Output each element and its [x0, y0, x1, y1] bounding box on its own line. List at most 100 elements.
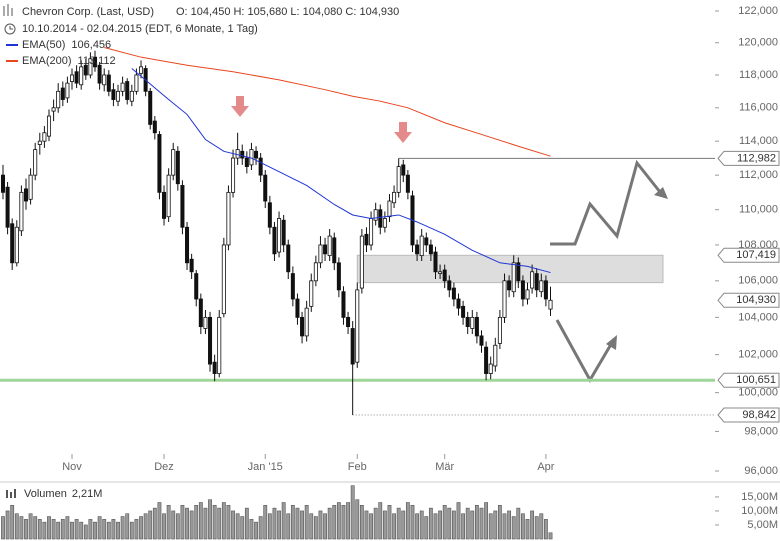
header-icon: [3, 4, 13, 16]
volume-bar: [373, 507, 378, 540]
candle-body: [539, 280, 544, 293]
level-label-box: [717, 292, 780, 308]
volume-bar: [405, 502, 410, 540]
x-tick-label: Jan '15: [248, 461, 283, 473]
candle-body: [19, 191, 24, 232]
candle-body: [369, 218, 374, 246]
volume-bar: [74, 519, 79, 540]
level-label-box: [717, 247, 780, 263]
volume-bar: [79, 521, 84, 540]
candle-body: [543, 280, 548, 300]
candle-body: [217, 316, 222, 374]
candle-body: [46, 115, 52, 137]
candle-body: [382, 218, 387, 228]
y-tick-label: 100,000: [738, 387, 778, 399]
candle-body: [364, 233, 369, 246]
legend-value: 106,456: [71, 39, 111, 51]
volume-bar: [42, 521, 47, 540]
candle-body: [203, 316, 208, 329]
volume-bar: [19, 516, 24, 540]
candle-body: [28, 174, 33, 200]
candle-body: [79, 66, 84, 86]
candle-body: [350, 328, 355, 365]
volume-tick-label: 15,00M: [741, 491, 778, 503]
clock-hand: [9, 26, 13, 30]
candle-body: [497, 316, 502, 344]
volume-bar: [254, 521, 258, 540]
volume-bar: [194, 505, 199, 540]
candle-body: [277, 218, 282, 253]
candle-body: [530, 271, 535, 289]
y-tick-label: 102,000: [738, 349, 778, 361]
volume-bar: [277, 510, 281, 540]
level-label-box: [717, 407, 780, 423]
candle-body: [451, 287, 456, 300]
level-label: 112,982: [737, 152, 776, 164]
volume-bar: [534, 516, 539, 540]
candle-body: [65, 82, 70, 99]
volume-bar: [300, 510, 304, 540]
candle-body: [175, 150, 180, 185]
legend-value: 113,112: [78, 55, 116, 67]
volume-bar: [493, 510, 498, 540]
volume-bar: [382, 510, 387, 540]
candle-body: [139, 66, 144, 74]
volume-bar: [401, 510, 406, 540]
candle-body: [14, 226, 19, 264]
candle-body: [125, 81, 130, 100]
volume-bar: [507, 510, 512, 540]
volume-bar: [198, 502, 203, 540]
candle-body: [484, 346, 489, 374]
volume-bar: [51, 519, 56, 540]
candle-body: [185, 226, 190, 264]
volume-bar: [263, 505, 268, 540]
candle-body: [93, 56, 98, 68]
candle-body: [272, 226, 277, 255]
volume-bar: [208, 499, 212, 540]
candle-body: [267, 202, 272, 228]
volume-bar: [530, 510, 535, 540]
volume-icon: [6, 490, 8, 498]
volume-bar: [65, 516, 70, 540]
level-label: 107,419: [736, 249, 776, 261]
volume-bar: [304, 505, 309, 540]
candle-body: [438, 271, 443, 274]
volume-label: Volumen: [24, 488, 67, 500]
candle-body: [180, 185, 185, 228]
level-label: 98,842: [742, 409, 776, 421]
red-arrow: [394, 122, 412, 143]
volume-bar: [424, 516, 429, 540]
candle-body: [106, 74, 111, 92]
volume-bar: [548, 532, 553, 540]
volume-icon: [14, 489, 16, 498]
volume-bar: [433, 513, 438, 540]
candle-body: [74, 71, 79, 84]
candle-body: [249, 149, 254, 166]
y-tick-label: 98,000: [744, 425, 778, 437]
volume-bar: [14, 513, 19, 540]
volume-bar: [442, 505, 447, 540]
candle-body: [378, 209, 383, 228]
volume-bar: [419, 510, 424, 540]
candle-body: [208, 316, 213, 365]
y-tick-label: 120,000: [738, 37, 778, 49]
volume-bar: [111, 519, 116, 540]
y-tick-label: 114,000: [739, 135, 778, 147]
candle-body: [97, 64, 102, 84]
volume-bar: [392, 513, 396, 540]
volume-bar: [56, 521, 61, 540]
volume-bar: [520, 513, 525, 540]
volume-bar: [369, 513, 373, 540]
candle-body: [392, 191, 397, 204]
candle-body: [304, 307, 309, 337]
candle-body: [318, 244, 323, 264]
candle-body: [461, 305, 466, 318]
candle-body: [516, 262, 521, 282]
candle-body: [479, 335, 484, 346]
volume-bar: [231, 510, 235, 540]
volume-bar: [447, 507, 452, 540]
volume-bar: [474, 505, 479, 540]
volume-bar: [152, 507, 157, 540]
candle-body: [396, 166, 401, 193]
volume-bar: [290, 505, 295, 540]
